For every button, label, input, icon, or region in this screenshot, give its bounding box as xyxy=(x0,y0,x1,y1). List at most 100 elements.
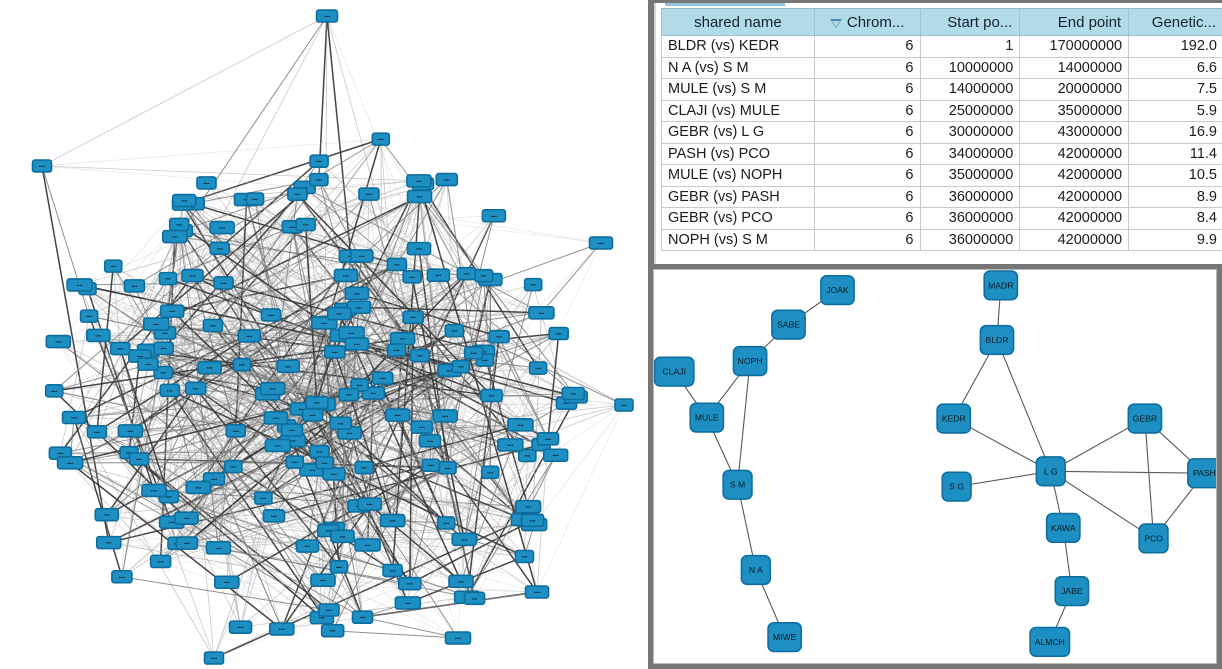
node-box[interactable] xyxy=(276,359,300,374)
node-box[interactable] xyxy=(264,438,292,453)
node-box[interactable] xyxy=(262,509,286,523)
network-node[interactable]: •••• xyxy=(496,438,524,452)
node-box[interactable] xyxy=(320,623,345,638)
cell-start_point[interactable]: 36000000 xyxy=(919,228,1021,251)
network-node[interactable]: JABE xyxy=(1054,575,1090,607)
network-node[interactable]: •••• xyxy=(438,460,457,475)
node-box[interactable] xyxy=(185,480,212,495)
network-edge[interactable] xyxy=(380,138,484,277)
network-edge[interactable] xyxy=(96,332,352,433)
cell-shared_name[interactable]: BLDR (vs) KEDR xyxy=(661,35,815,58)
network-edge[interactable] xyxy=(254,198,542,445)
network-node[interactable]: •••• xyxy=(315,455,334,470)
network-edge[interactable] xyxy=(213,429,293,659)
network-edge[interactable] xyxy=(171,310,432,466)
network-node[interactable]: •••• xyxy=(514,499,542,514)
network-node[interactable]: •••• xyxy=(128,452,150,466)
network-edge[interactable] xyxy=(338,313,462,582)
network-edge[interactable] xyxy=(291,226,359,507)
network-node[interactable]: ALMCH xyxy=(1029,626,1071,658)
network-node[interactable]: •••• xyxy=(262,509,286,523)
network-node[interactable]: •••• xyxy=(418,433,442,448)
node-box[interactable] xyxy=(357,497,382,511)
network-edge[interactable] xyxy=(351,332,491,473)
cell-start_point[interactable]: 36000000 xyxy=(919,185,1021,208)
node-box[interactable] xyxy=(31,159,53,173)
network-node[interactable]: •••• xyxy=(480,465,500,480)
network-edge[interactable] xyxy=(168,230,183,497)
network-edge[interactable] xyxy=(181,15,328,231)
node-box[interactable] xyxy=(379,513,406,528)
network-node[interactable]: •••• xyxy=(103,259,123,273)
network-node[interactable]: •••• xyxy=(318,603,340,617)
table-row[interactable]: N A (vs) S M 6 10000000 14000000 6.6 xyxy=(661,56,1222,79)
network-node[interactable]: •••• xyxy=(31,159,53,173)
network-edge[interactable] xyxy=(160,561,339,568)
network-node[interactable]: PCO xyxy=(1138,523,1169,554)
cell-genetic[interactable]: 192.0 xyxy=(1128,35,1222,58)
network-node[interactable]: •••• xyxy=(481,208,507,223)
network-node[interactable]: •••• xyxy=(333,268,359,283)
network-node[interactable]: •••• xyxy=(158,271,178,286)
node-box[interactable] xyxy=(159,304,185,318)
node-box[interactable] xyxy=(456,266,477,281)
network-edge[interactable] xyxy=(112,266,130,453)
column-header-end-point[interactable]: End point xyxy=(1019,8,1130,36)
network-edge[interactable] xyxy=(407,444,542,604)
network-node[interactable]: •••• xyxy=(326,306,352,321)
node-box[interactable] xyxy=(350,249,374,263)
node-box[interactable] xyxy=(1187,458,1216,489)
network-edge[interactable] xyxy=(60,452,295,463)
node-box[interactable] xyxy=(259,381,286,396)
node-box[interactable] xyxy=(402,270,422,284)
network-edge[interactable] xyxy=(178,224,241,628)
network-node[interactable]: •••• xyxy=(159,383,181,398)
node-box[interactable] xyxy=(333,268,359,283)
network-edge[interactable] xyxy=(419,196,455,331)
node-box[interactable] xyxy=(518,448,537,463)
node-box[interactable] xyxy=(436,516,456,530)
node-box[interactable] xyxy=(1054,575,1090,607)
node-box[interactable] xyxy=(254,491,273,505)
cell-genetic[interactable]: 11.4 xyxy=(1128,142,1222,165)
node-box[interactable] xyxy=(56,456,84,470)
network-node[interactable]: •••• xyxy=(402,310,424,325)
network-node[interactable]: •••• xyxy=(432,409,458,423)
cell-start_point[interactable]: 25000000 xyxy=(919,99,1021,122)
network-edge[interactable] xyxy=(332,370,450,631)
network-node[interactable]: •••• xyxy=(386,343,407,357)
network-node[interactable]: •••• xyxy=(463,591,486,606)
network-edge[interactable] xyxy=(171,521,535,525)
network-edge[interactable] xyxy=(69,203,193,463)
network-edge[interactable] xyxy=(380,138,500,337)
node-box[interactable] xyxy=(548,326,569,341)
network-edge[interactable] xyxy=(171,310,529,507)
network-node[interactable]: •••• xyxy=(528,305,555,320)
network-edge[interactable] xyxy=(41,15,328,167)
network-edge[interactable] xyxy=(176,542,340,568)
network-node[interactable]: •••• xyxy=(66,278,93,292)
node-box[interactable] xyxy=(732,345,768,377)
network-edge[interactable] xyxy=(73,417,215,659)
network-node[interactable]: CLAJI xyxy=(654,356,695,387)
network-edge[interactable] xyxy=(218,524,535,549)
network-node[interactable]: •••• xyxy=(117,424,144,438)
node-box[interactable] xyxy=(44,384,64,398)
node-box[interactable] xyxy=(141,483,167,498)
node-box[interactable] xyxy=(1029,626,1071,658)
network-edge[interactable] xyxy=(334,351,394,521)
network-edge[interactable] xyxy=(996,339,1052,472)
network-node[interactable]: •••• xyxy=(451,359,471,374)
network-node[interactable]: •••• xyxy=(142,317,170,331)
network-edge[interactable] xyxy=(147,255,351,365)
column-header-genetic[interactable]: Genetic... xyxy=(1128,8,1222,36)
network-node[interactable]: •••• xyxy=(184,381,207,396)
network-node[interactable]: •••• xyxy=(45,334,72,349)
network-node[interactable]: •••• xyxy=(95,535,122,550)
node-box[interactable] xyxy=(397,576,422,591)
node-box[interactable] xyxy=(214,575,240,590)
cell-genetic[interactable]: 10.5 xyxy=(1128,164,1222,187)
network-edge[interactable] xyxy=(483,275,493,396)
node-box[interactable] xyxy=(86,328,111,343)
network-node[interactable]: •••• xyxy=(153,365,174,380)
